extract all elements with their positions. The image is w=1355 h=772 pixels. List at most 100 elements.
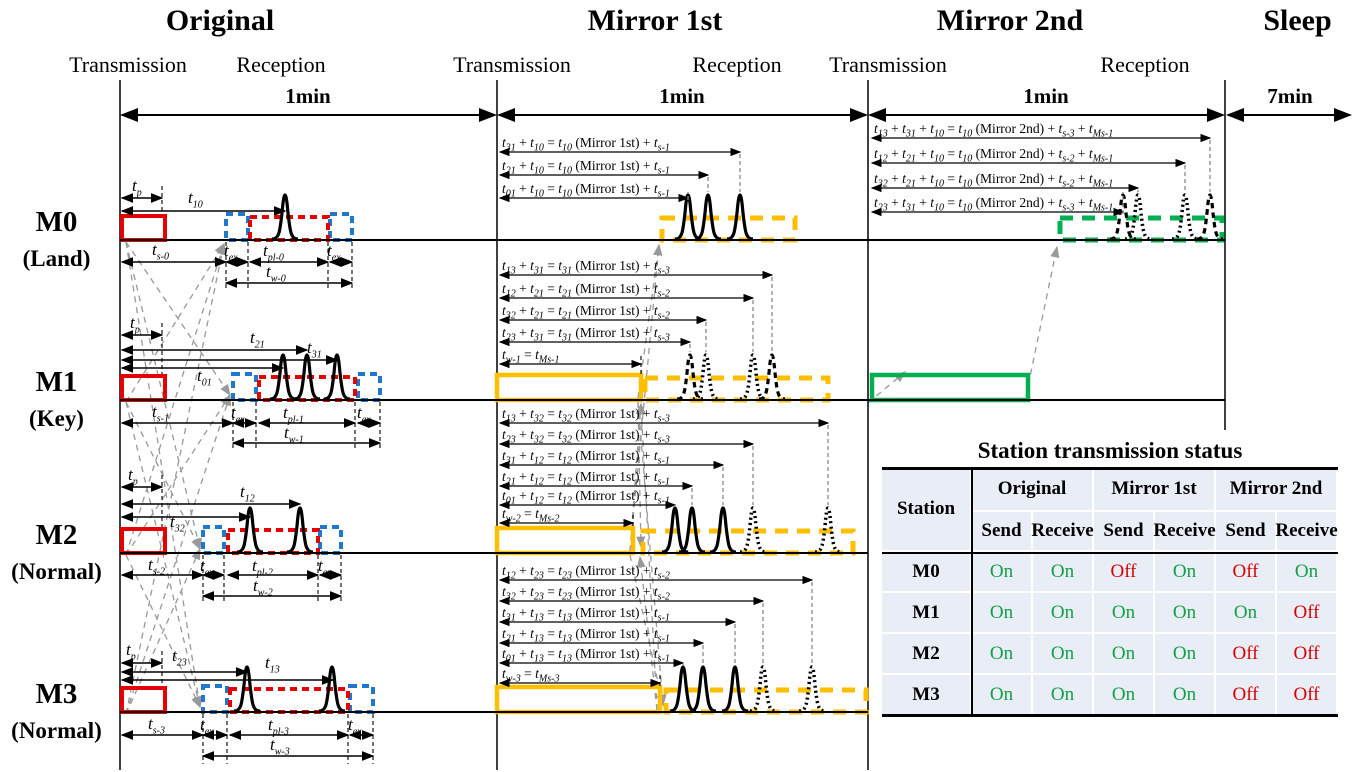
- equation: t32 + t21 = t21 (Mirror 1st) + ts-2: [502, 303, 670, 322]
- timing-label: ts-0: [152, 240, 169, 263]
- original-rx-pulse-solid: [271, 193, 299, 241]
- tx-window-mirror1: [494, 525, 636, 556]
- equation: t23 + t31 + t10 = t10 (Mirror 2nd) + ts-…: [874, 195, 1114, 214]
- table-status-cell: On: [972, 593, 1033, 634]
- timing-label: t12: [240, 482, 255, 505]
- timing-label: tp: [126, 640, 136, 663]
- tx-window-original: [120, 214, 167, 242]
- table-rule: [971, 468, 973, 716]
- table-status-cell: On: [1155, 552, 1216, 593]
- table-status-cell: On: [972, 552, 1033, 593]
- label-transmission-mirror2: Transmission: [829, 52, 947, 77]
- equation: t31 + t10 = t10 (Mirror 1st) + ts-1: [502, 135, 670, 154]
- station-role-m1: (Key): [29, 406, 84, 431]
- timing-label: tpl-2: [252, 556, 273, 579]
- table-status-cell: Off: [1277, 634, 1338, 675]
- timing-label: t31: [307, 338, 322, 361]
- equation: t31 + t12 = t12 (Mirror 1st) + ts-1: [502, 448, 670, 467]
- timing-label: tex: [231, 403, 245, 426]
- tx-rx-connector: [1025, 245, 1060, 397]
- table-status-cell: On: [1094, 675, 1155, 716]
- original-rx-pulse-solid: [233, 665, 261, 713]
- equation: t13 + t32 = t32 (Mirror 1st) + ts-3: [502, 406, 670, 425]
- duration-sleep: 7min: [1267, 84, 1313, 108]
- timing-label: tpl-0: [263, 241, 284, 264]
- timing-label: tpl-3: [268, 715, 289, 738]
- equation: t32 + t21 + t10 = t10 (Mirror 2nd) + ts-…: [874, 171, 1114, 190]
- equation: tw-1 = tMs-1: [502, 347, 560, 366]
- mirror1-rx-pulse-solid: [709, 506, 737, 554]
- rx-window-mirror2: [1057, 215, 1225, 243]
- equation: t21 + t10 = t10 (Mirror 1st) + ts-1: [502, 158, 670, 177]
- equation: t01 + t12 = t12 (Mirror 1st) + ts-1: [502, 488, 670, 507]
- table-header-sub: Receive: [1275, 512, 1338, 552]
- table-station-cell: M1: [882, 593, 972, 634]
- label-reception-original: Reception: [236, 52, 326, 77]
- table-grid: Station Original Mirror 1st Mirror 2nd Send R…: [882, 467, 1338, 717]
- table-status-cell: On: [1155, 634, 1216, 675]
- timing-label: tp: [132, 176, 142, 199]
- equation: tw-3 = tMs-3: [502, 666, 560, 685]
- timing-label: tex: [224, 241, 238, 264]
- mirror2-rx-pulse-dashed: [1196, 193, 1224, 241]
- rx-payload-window: [257, 375, 357, 402]
- table-status-cell: Off: [1277, 593, 1338, 634]
- equation: tw-2 = tMs-2: [502, 506, 560, 525]
- timing-label: tw-1: [284, 423, 304, 446]
- rx-guard-window: [224, 212, 250, 242]
- phase-title-sleep: Sleep: [1263, 4, 1332, 37]
- tx-window-mirror1: [494, 372, 644, 403]
- equation: t01 + t13 = t13 (Mirror 1st) + ts-1: [502, 646, 670, 665]
- rx-guard-window: [348, 684, 375, 714]
- equation: t01 + t10 = t10 (Mirror 1st) + ts-1: [502, 181, 670, 200]
- equation: t13 + t31 = t31 (Mirror 1st) + ts-3: [502, 258, 670, 277]
- mirror1-rx-pulse-dotted: [798, 665, 826, 713]
- mirror2-rx-pulse-dotted: [1171, 193, 1199, 241]
- equation: t23 + t31 = t31 (Mirror 1st) + ts-3: [502, 325, 670, 344]
- table-status-cell: On: [1216, 593, 1277, 634]
- table-station-cell: M0: [882, 552, 972, 593]
- timing-label: tp: [130, 313, 140, 336]
- table-rule: [882, 552, 1338, 554]
- mirror1-rx-pulse-solid: [694, 193, 722, 241]
- tx-rx-connector: [636, 402, 658, 711]
- phase-title-original: Original: [165, 4, 275, 37]
- table-header-sub: Send: [1094, 512, 1155, 552]
- equation: t13 + t31 + t10 = t10 (Mirror 2nd) + ts-…: [874, 121, 1114, 140]
- mirror2-rx-pulse-dashed: [1109, 193, 1137, 241]
- table-title: Station transmission status: [977, 438, 1243, 463]
- rx-payload-window: [228, 687, 350, 714]
- table-status-cell: On: [972, 634, 1033, 675]
- equation: t12 + t21 + t10 = t10 (Mirror 2nd) + ts-…: [874, 146, 1114, 165]
- equation: t12 + t23 = t23 (Mirror 1st) + ts-2: [502, 563, 670, 582]
- equation: t32 + t23 = t23 (Mirror 1st) + ts-2: [502, 584, 670, 603]
- station-status-table: Station transmission status Station Origi…: [882, 438, 1338, 717]
- station-label-m2: M2: [35, 519, 78, 551]
- label-reception-mirror2: Reception: [1100, 52, 1190, 77]
- timing-label: tex: [200, 715, 214, 738]
- mirror1-rx-pulse-dashed: [758, 353, 786, 401]
- table-station-cell: M3: [882, 675, 972, 716]
- original-rx-pulse-solid: [323, 353, 351, 401]
- duration-original: 1min: [285, 84, 331, 108]
- duration-mirror2: 1min: [1023, 84, 1069, 108]
- mirror1-rx-pulse-dotted: [814, 506, 842, 554]
- table-rule: [882, 714, 1338, 717]
- table-status-cell: On: [1277, 552, 1338, 593]
- original-rx-pulse-solid: [269, 353, 297, 401]
- timing-label: tex: [348, 715, 362, 738]
- equation: t23 + t32 = t32 (Mirror 1st) + ts-3: [502, 427, 670, 446]
- timing-label: tex: [200, 556, 214, 579]
- timing-label: tex: [327, 241, 341, 264]
- table-header-sub: Send: [1216, 512, 1277, 552]
- timing-label: tex: [318, 556, 332, 579]
- mirror1-rx-pulse-dotted: [739, 506, 767, 554]
- station-label-m3: M3: [35, 678, 78, 710]
- table-status-cell: Off: [1094, 552, 1155, 593]
- tx-rx-connector: [125, 241, 231, 397]
- table-header-sub: Receive: [1153, 512, 1216, 552]
- rx-guard-window: [318, 525, 343, 555]
- table-header-phase: Original: [972, 468, 1094, 512]
- station-role-m3: (Normal): [11, 718, 102, 743]
